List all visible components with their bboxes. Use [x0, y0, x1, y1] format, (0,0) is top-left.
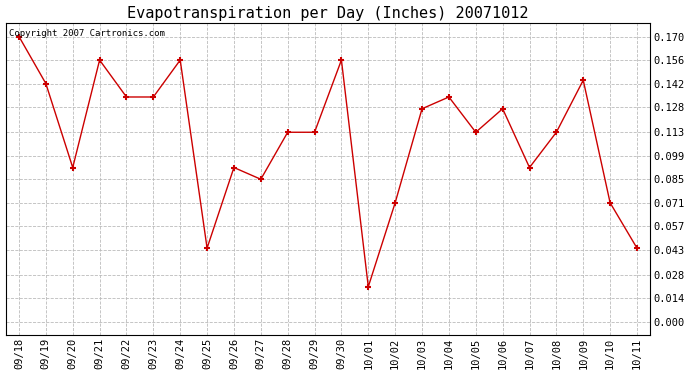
- Title: Evapotranspiration per Day (Inches) 20071012: Evapotranspiration per Day (Inches) 2007…: [127, 6, 529, 21]
- Text: Copyright 2007 Cartronics.com: Copyright 2007 Cartronics.com: [9, 29, 165, 38]
